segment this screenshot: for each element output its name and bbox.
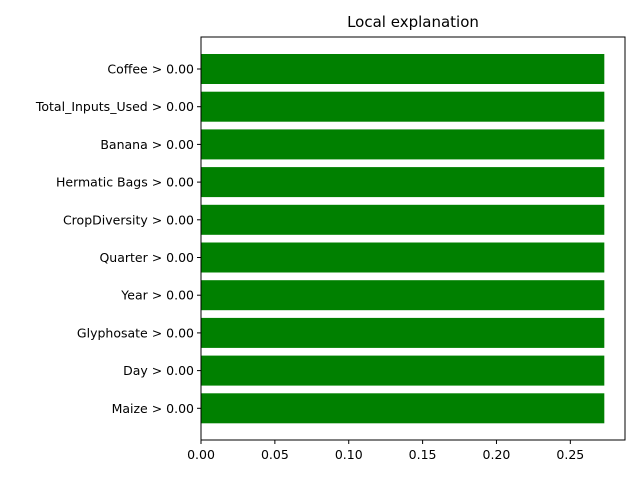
x-tick-label: 0.05: [261, 447, 289, 462]
x-tick-label: 0.25: [556, 447, 584, 462]
category-label: Coffee > 0.00: [107, 62, 194, 77]
bar: [201, 393, 605, 424]
category-labels: Coffee > 0.00 Total_Inputs_Used > 0.00 Ban…: [35, 62, 201, 416]
x-tick-label: 0.15: [409, 447, 437, 462]
x-tick-label: 0.00: [187, 447, 215, 462]
category-label: Hermatic Bags > 0.00: [56, 175, 194, 190]
x-axis-ticks: 0.00 0.05 0.10 0.15 0.20 0.25: [187, 440, 584, 462]
bar: [201, 129, 605, 160]
category-label: Year > 0.00: [120, 288, 194, 303]
category-label: Total_Inputs_Used > 0.00: [35, 99, 194, 114]
plot-frame: [200, 36, 626, 441]
category-label: Maize > 0.00: [112, 401, 194, 416]
category-label: Glyphosate > 0.00: [77, 325, 194, 340]
category-label: Day > 0.00: [123, 363, 194, 378]
bar: [201, 317, 605, 348]
bar: [201, 242, 605, 273]
bar: [201, 91, 605, 122]
chart-title: Local explanation: [347, 13, 479, 31]
category-label: CropDiversity > 0.00: [63, 212, 194, 227]
x-tick-label: 0.10: [335, 447, 363, 462]
bar: [201, 355, 605, 386]
category-label: Quarter > 0.00: [99, 250, 194, 265]
bar: [201, 54, 605, 84]
bars-layer: [201, 54, 605, 424]
bar: [201, 204, 605, 235]
category-label: Banana > 0.00: [100, 137, 194, 152]
bar: [201, 280, 605, 311]
x-tick-label: 0.20: [483, 447, 511, 462]
bar: [201, 167, 605, 198]
